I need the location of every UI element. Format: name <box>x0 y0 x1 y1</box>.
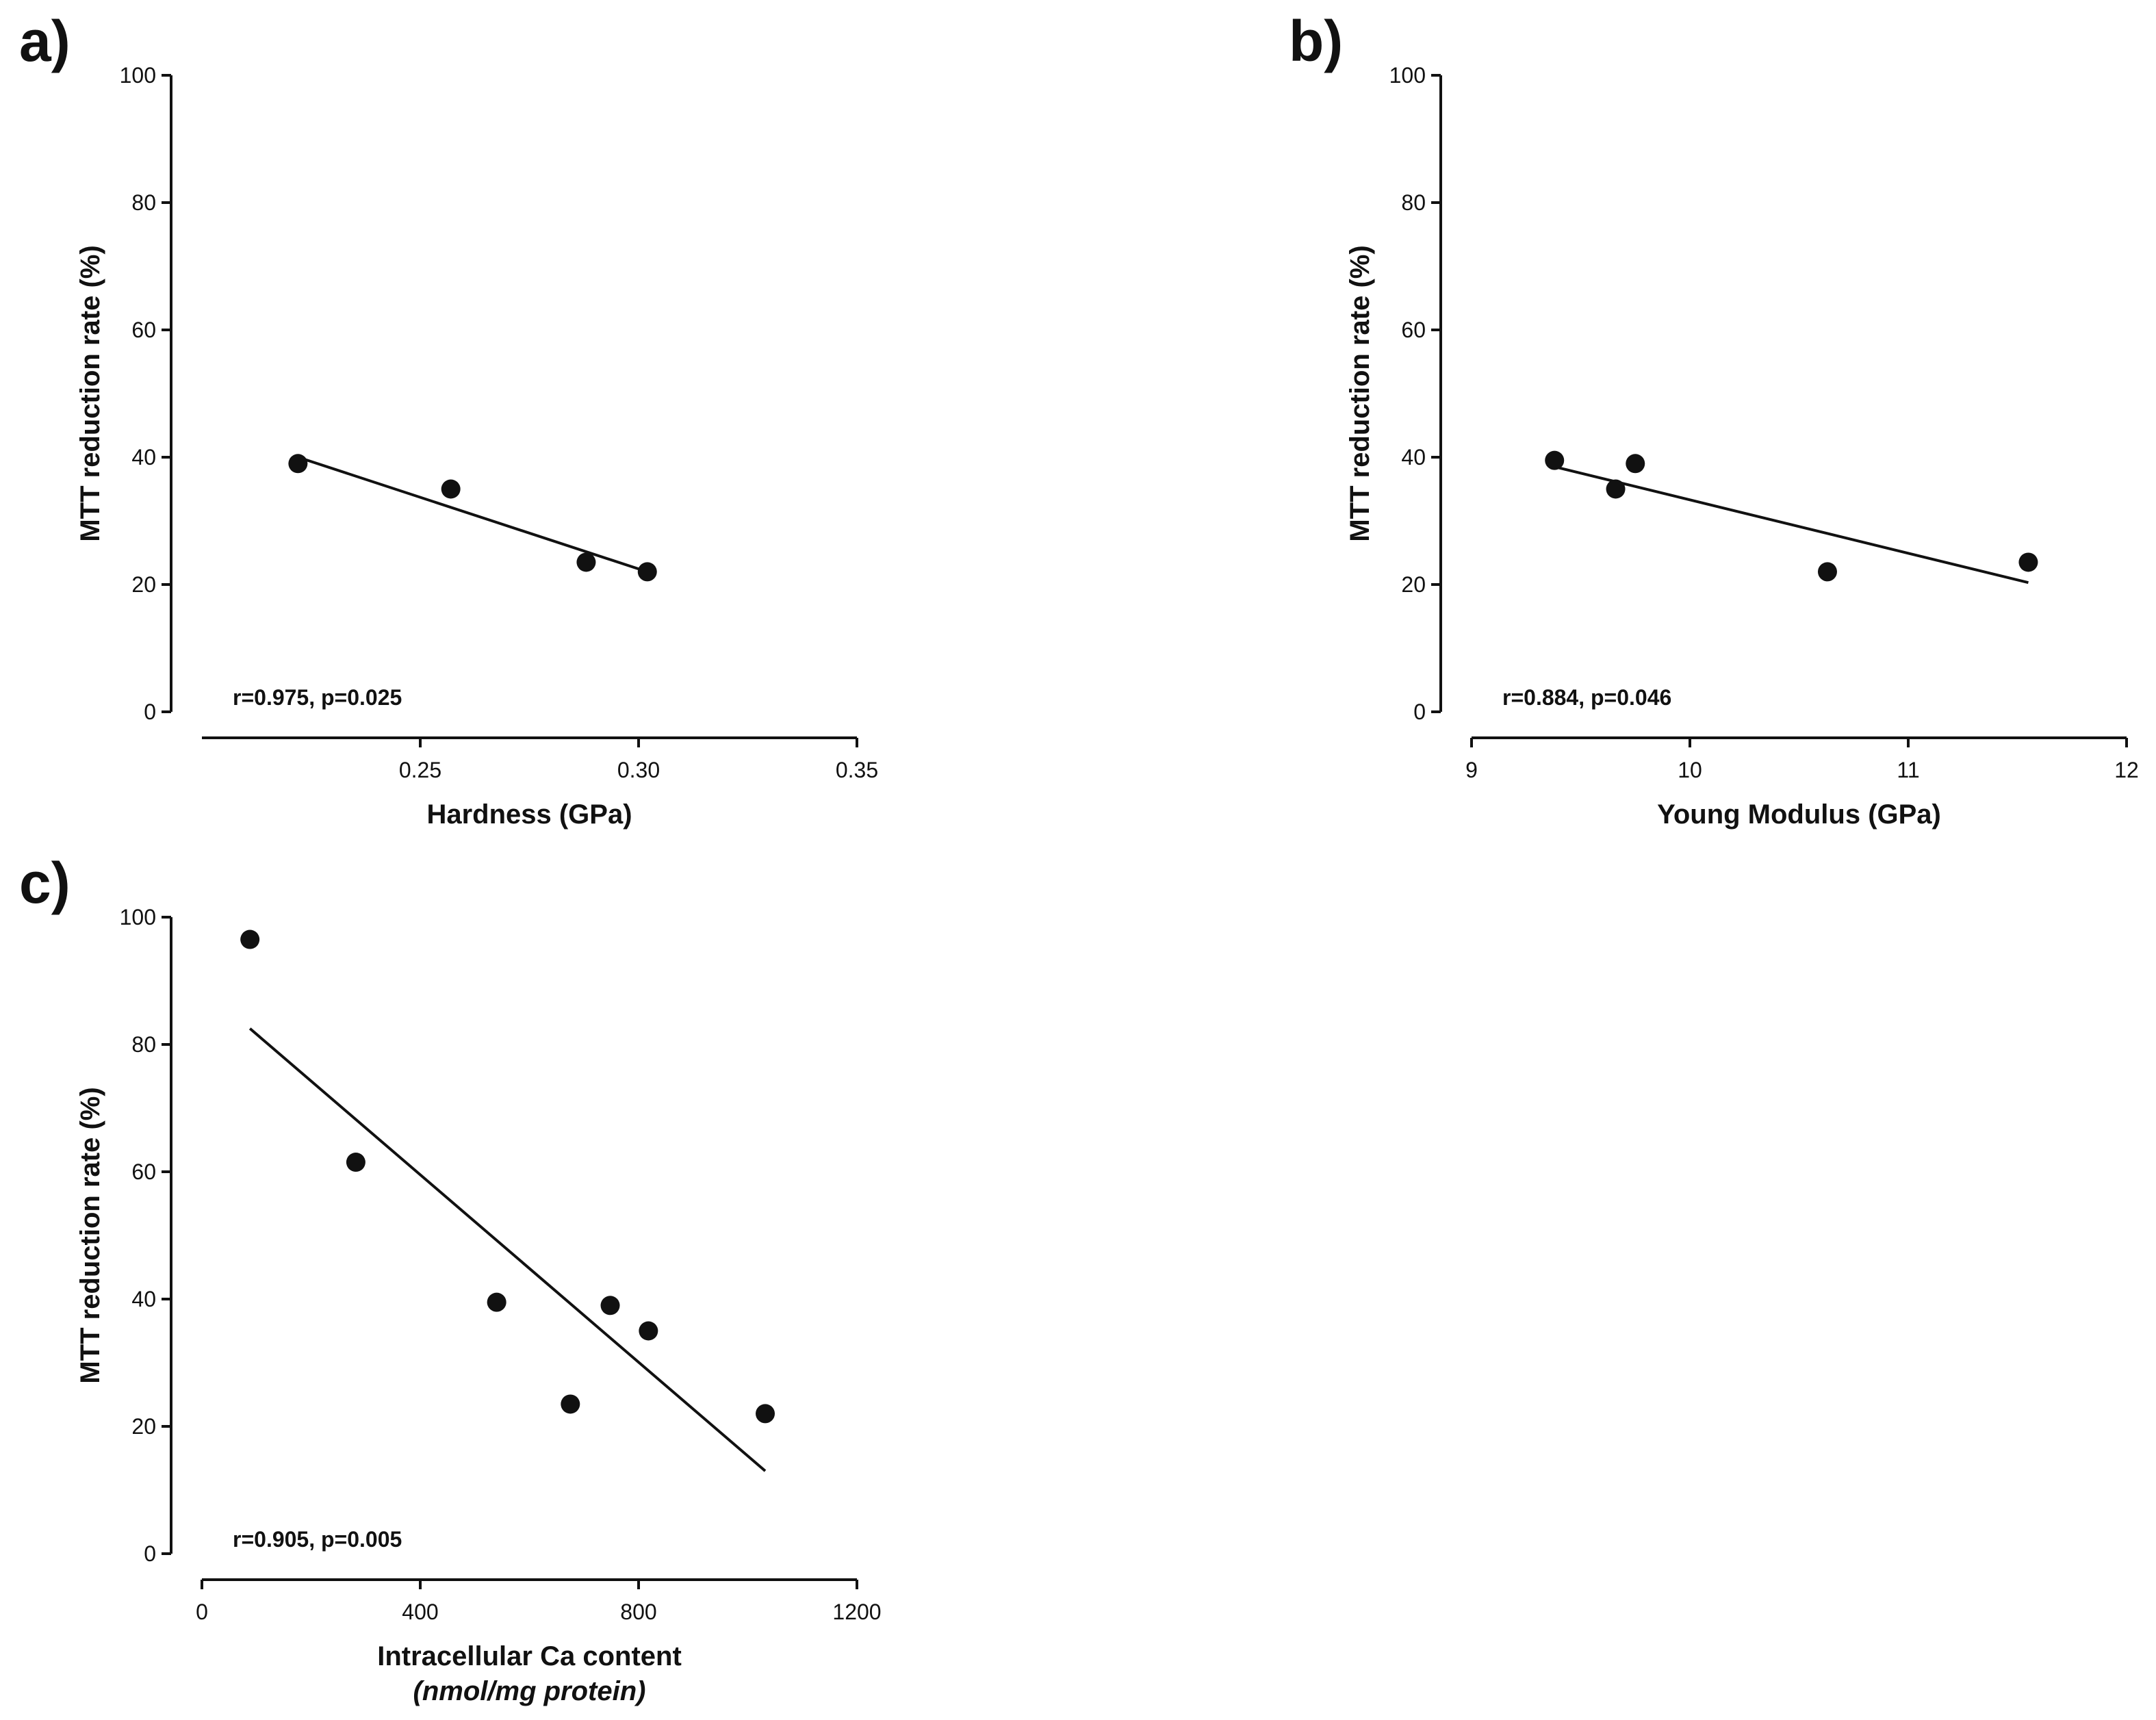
x-tick-label: 0.30 <box>617 758 660 782</box>
data-point <box>1626 454 1645 474</box>
y-tick-label: 60 <box>131 318 156 342</box>
regression-line <box>297 456 648 574</box>
x-axis-unit: (nmol/mg protein) <box>413 1676 646 1706</box>
regression-line <box>248 1027 767 1472</box>
y-tick-label: 40 <box>1401 445 1426 470</box>
panel-label: b) <box>1289 9 1344 73</box>
data-point <box>637 562 657 582</box>
data-point <box>441 479 461 499</box>
data-point <box>487 1292 506 1312</box>
data-point <box>288 454 308 474</box>
y-tick-label: 40 <box>131 445 156 470</box>
y-tick-label: 80 <box>1401 190 1426 215</box>
data-point <box>2018 552 2038 572</box>
y-tick-label: 20 <box>1401 572 1426 597</box>
x-tick-label: 11 <box>1897 758 1919 782</box>
x-tick-label: 0.35 <box>836 758 878 782</box>
y-tick-label: 20 <box>131 572 156 597</box>
y-tick-label: 0 <box>144 699 156 724</box>
panel-label: a) <box>19 9 70 73</box>
regression-line <box>1554 465 2029 585</box>
scatter-plot-c: 0 20 40 60 80 100 0 400 800 1200 MTT reduction rat… <box>75 905 882 1706</box>
correlation-annotation: r=0.884, p=0.046 <box>1502 685 1671 710</box>
data-point <box>1545 450 1565 470</box>
x-tick-label: 1200 <box>832 1600 881 1624</box>
data-point <box>576 552 596 572</box>
x-axis-title: Hardness (GPa) <box>426 799 632 830</box>
x-tick-label: 0.25 <box>399 758 441 782</box>
data-point <box>756 1404 775 1424</box>
x-tick-label: 10 <box>1678 758 1702 782</box>
y-tick-label: 100 <box>120 63 156 88</box>
y-tick-label: 80 <box>131 190 156 215</box>
y-tick-label: 100 <box>120 905 156 929</box>
x-tick-label: 800 <box>620 1600 656 1624</box>
y-tick-label: 0 <box>1413 699 1426 724</box>
data-point <box>561 1394 580 1414</box>
data-point <box>240 929 260 949</box>
y-axis-title: MTT reduction rate (%) <box>75 245 105 541</box>
correlation-annotation: r=0.975, p=0.025 <box>233 685 402 710</box>
x-tick-label: 400 <box>402 1600 438 1624</box>
chart-panel-c: c) 0 20 40 60 80 100 0 400 800 1200 MTT reduction … <box>0 842 1068 1706</box>
chart-panel-a: a) 0 20 40 60 80 100 0.25 0.30 0.35 MTT reduction… <box>0 0 1068 856</box>
data-point <box>1606 479 1626 499</box>
y-axis-title: MTT reduction rate (%) <box>1345 245 1375 541</box>
y-tick-label: 100 <box>1389 63 1426 88</box>
y-tick-label: 60 <box>1401 318 1426 342</box>
y-tick-label: 0 <box>144 1541 156 1566</box>
y-tick-label: 40 <box>131 1287 156 1311</box>
data-point <box>1817 562 1837 582</box>
scatter-plot-b: 0 20 40 60 80 100 9 10 11 12 MTT reduction rate (%… <box>1345 63 2139 830</box>
chart-panel-b: b) 0 20 40 60 80 100 9 10 11 12 MTT reduction rate… <box>1270 0 2156 856</box>
panel-label: c) <box>19 851 70 915</box>
scatter-plot-a: 0 20 40 60 80 100 0.25 0.30 0.35 MTT reduction ra… <box>75 63 878 830</box>
correlation-annotation: r=0.905, p=0.005 <box>233 1527 402 1552</box>
y-tick-label: 20 <box>131 1414 156 1439</box>
x-tick-label: 0 <box>196 1600 208 1624</box>
x-axis-title: Intracellular Ca content <box>377 1641 682 1671</box>
x-tick-label: 12 <box>2114 758 2139 782</box>
x-tick-label: 9 <box>1465 758 1478 782</box>
x-axis-title: Young Modulus (GPa) <box>1657 799 1941 830</box>
y-tick-label: 80 <box>131 1032 156 1057</box>
y-tick-label: 60 <box>131 1159 156 1184</box>
data-point <box>639 1321 658 1341</box>
data-point <box>346 1153 365 1172</box>
y-axis-title: MTT reduction rate (%) <box>75 1087 105 1383</box>
data-point <box>600 1296 620 1315</box>
